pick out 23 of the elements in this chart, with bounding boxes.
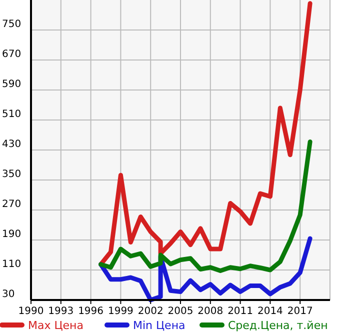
y-tick-label: 190 [2, 229, 22, 240]
x-tick-label: 2011 [228, 306, 254, 317]
y-tick-label: 750 [2, 19, 22, 30]
x-tick-label: 1990 [18, 306, 44, 317]
y-tick-label: 510 [2, 109, 22, 120]
y-tick-label: 30 [2, 289, 15, 300]
x-tick-label: 2002 [138, 306, 164, 317]
y-tick-label: 350 [2, 169, 22, 180]
legend-label: Сред.Цена, т.йен [228, 319, 328, 332]
x-tick-label: 2014 [257, 306, 283, 317]
legend-label: Min Цена [133, 319, 186, 332]
legend-label: Max Цена [28, 319, 84, 332]
x-tick-label: 2005 [168, 306, 194, 317]
x-tick-label: 2017 [287, 306, 313, 317]
y-tick-label: 430 [2, 139, 22, 150]
y-tick-label: 110 [2, 259, 22, 270]
x-tick-label: 1993 [48, 306, 74, 317]
y-tick-label: 270 [2, 199, 22, 210]
x-tick-label: 1999 [108, 306, 134, 317]
x-tick-label: 1996 [78, 306, 104, 317]
y-tick-label: 670 [2, 49, 22, 60]
y-tick-label: 590 [2, 79, 22, 90]
x-tick-label: 2008 [198, 306, 224, 317]
